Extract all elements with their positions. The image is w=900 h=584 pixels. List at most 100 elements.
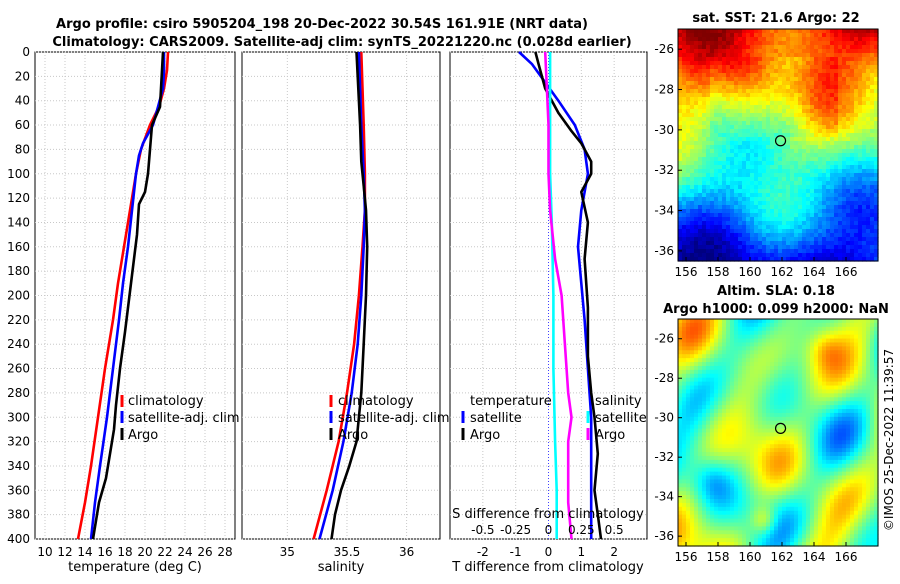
map-cell (718, 421, 723, 426)
map-cell (774, 319, 779, 324)
map-cell (770, 393, 775, 398)
map-cell (782, 181, 787, 186)
map-cell (806, 33, 811, 38)
map-cell (694, 109, 699, 114)
map-cell (766, 161, 771, 166)
map-cell (766, 417, 771, 422)
map-cell (782, 370, 787, 375)
map-cell (838, 429, 843, 434)
map-cell (706, 393, 711, 398)
map-cell (790, 113, 795, 118)
map-cell (798, 245, 803, 250)
map-cell (806, 319, 811, 324)
map-cell (770, 85, 775, 90)
map-cell (686, 109, 691, 114)
map-cell (778, 177, 783, 182)
map-cell (822, 374, 827, 379)
map-cell (782, 129, 787, 134)
map-cell (858, 245, 863, 250)
map-cell (798, 389, 803, 394)
map-cell (690, 460, 695, 465)
map-cell (738, 45, 743, 50)
map-cell (842, 213, 847, 218)
map-cell (694, 327, 699, 332)
map-cell (762, 460, 767, 465)
map-cell (718, 153, 723, 158)
map-cell (834, 366, 839, 371)
map-cell (826, 213, 831, 218)
map-cell (866, 185, 871, 190)
map-cell (738, 117, 743, 122)
map-cell (754, 45, 759, 50)
map-cell (726, 205, 731, 210)
map-cell (722, 389, 727, 394)
map-cell (818, 157, 823, 162)
map-cell (730, 105, 735, 110)
map-cell (698, 440, 703, 445)
map-cell (710, 65, 715, 70)
map-cell (686, 45, 691, 50)
map-cell (710, 245, 715, 250)
map-cell (854, 69, 859, 74)
map-cell (862, 177, 867, 182)
map-y-tick-label: -26 (654, 42, 674, 56)
map-cell (750, 425, 755, 430)
map-cell (698, 33, 703, 38)
map-cell (842, 209, 847, 214)
map-cell (682, 197, 687, 202)
map-cell (846, 409, 851, 414)
map-cell (682, 117, 687, 122)
map-cell (702, 456, 707, 461)
map-cell (694, 425, 699, 430)
map-cell (766, 73, 771, 78)
map-cell (702, 444, 707, 449)
map-cell (706, 149, 711, 154)
map-cell (850, 149, 855, 154)
map-cell (858, 253, 863, 258)
map-cell (806, 448, 811, 453)
map-cell (694, 69, 699, 74)
map-cell (774, 346, 779, 351)
map-cell (694, 358, 699, 363)
map-cell (834, 93, 839, 98)
map-cell (686, 41, 691, 46)
map-cell (834, 249, 839, 254)
map-cell (846, 117, 851, 122)
map-cell (726, 241, 731, 246)
map-y-tick-label: -32 (654, 163, 674, 177)
map-cell (730, 225, 735, 230)
map-cell (806, 57, 811, 62)
map-cell (690, 413, 695, 418)
map-cell (782, 161, 787, 166)
map-cell (686, 113, 691, 118)
map-cell (738, 354, 743, 359)
map-cell (810, 401, 815, 406)
map-cell (782, 213, 787, 218)
map-cell (770, 113, 775, 118)
map-cell (842, 193, 847, 198)
map-cell (706, 213, 711, 218)
map-cell (774, 173, 779, 178)
map-cell (790, 405, 795, 410)
map-cell (762, 145, 767, 150)
map-cell (774, 456, 779, 461)
map-cell (722, 197, 727, 202)
map-cell (806, 161, 811, 166)
map-cell (786, 153, 791, 158)
map-cell (834, 397, 839, 402)
map-cell (730, 464, 735, 469)
map-cell (794, 331, 799, 336)
map-cell (810, 386, 815, 391)
map-cell (862, 370, 867, 375)
map-cell (810, 81, 815, 86)
map-cell (862, 157, 867, 162)
map-cell (778, 53, 783, 58)
map-cell (778, 117, 783, 122)
map-cell (682, 65, 687, 70)
map-cell (862, 452, 867, 457)
map-cell (734, 339, 739, 344)
map-cell (754, 433, 759, 438)
map-cell (686, 444, 691, 449)
map-cell (810, 153, 815, 158)
map-cell (862, 374, 867, 379)
